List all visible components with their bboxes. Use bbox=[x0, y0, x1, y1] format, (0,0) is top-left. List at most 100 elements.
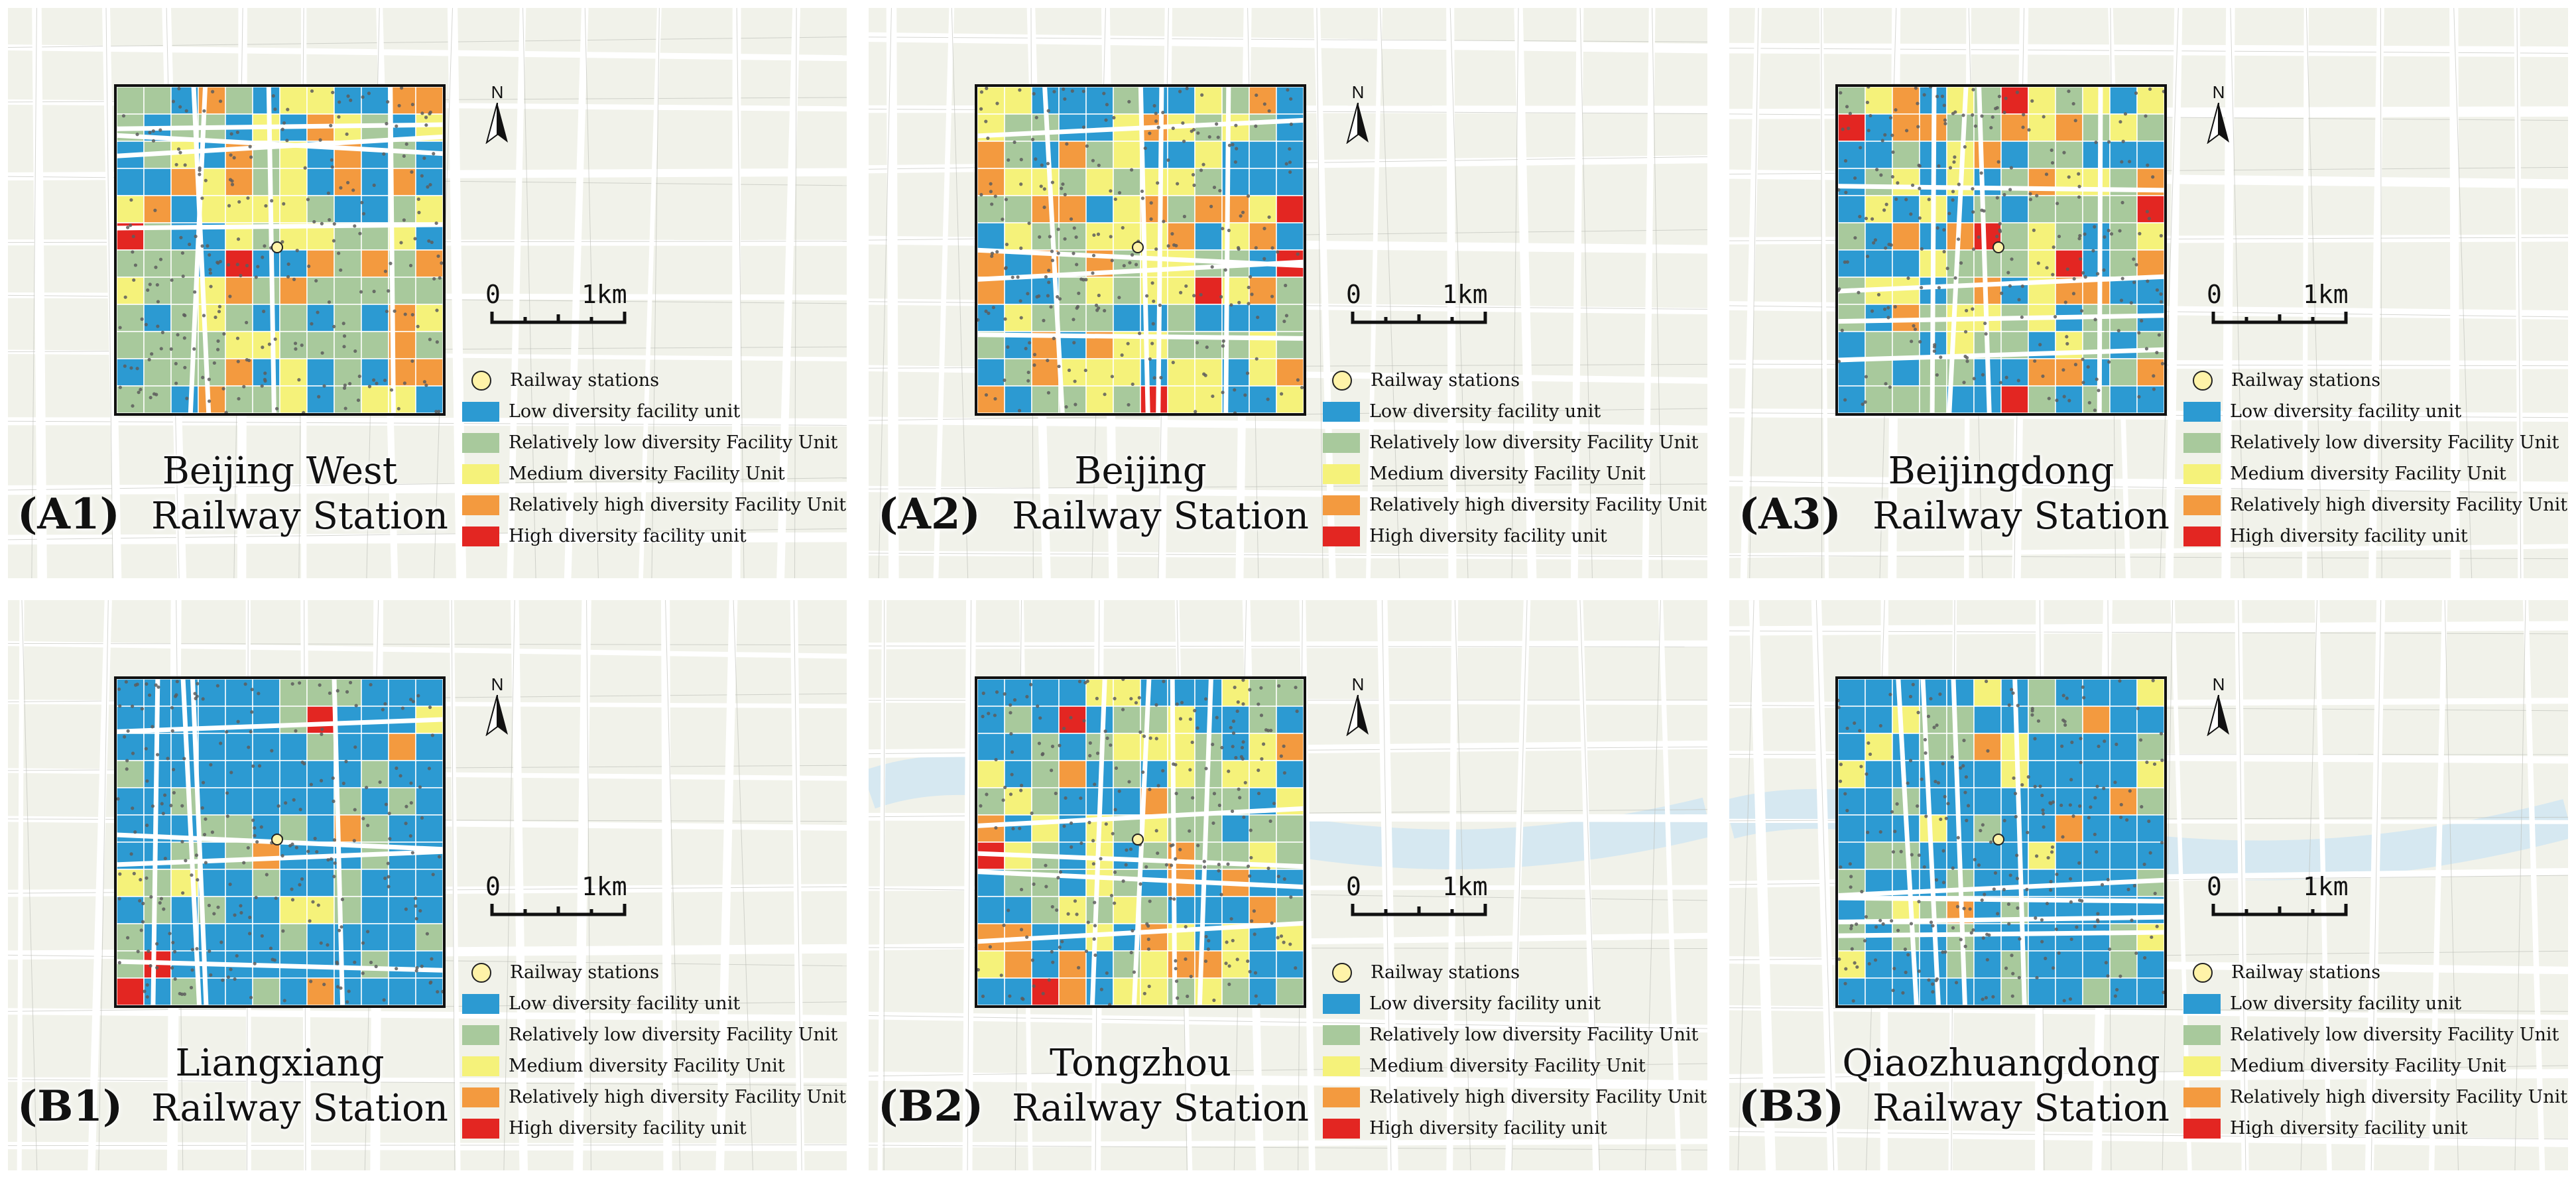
facility-point bbox=[1913, 327, 1918, 332]
facility-point bbox=[986, 136, 990, 141]
facility-point bbox=[1162, 680, 1166, 684]
facility-point bbox=[2006, 902, 2011, 906]
facility-point bbox=[1154, 119, 1158, 123]
facility-point bbox=[178, 105, 182, 109]
facility-point bbox=[1225, 940, 1229, 944]
facility-point bbox=[1935, 977, 1939, 981]
facility-point bbox=[402, 381, 406, 385]
grid-cell bbox=[1249, 222, 1277, 251]
facility-point bbox=[1890, 174, 1894, 179]
grid-cell bbox=[2028, 760, 2056, 788]
facility-point bbox=[1007, 158, 1011, 162]
facility-point bbox=[1863, 400, 1867, 404]
grid-cell bbox=[388, 950, 416, 979]
legend-item-station: Railway stations bbox=[462, 365, 847, 396]
facility-point bbox=[1950, 755, 1954, 759]
grid-cell bbox=[1004, 304, 1032, 332]
facility-point bbox=[2055, 202, 2059, 206]
facility-point bbox=[387, 885, 391, 889]
facility-point bbox=[1026, 292, 1030, 296]
grid-cell bbox=[1276, 277, 1304, 305]
facility-point bbox=[342, 386, 347, 390]
legend-swatch bbox=[462, 401, 499, 422]
facility-point bbox=[411, 700, 415, 704]
facility-point bbox=[221, 387, 225, 391]
grid-cell bbox=[2055, 358, 2083, 387]
grid-cell bbox=[279, 706, 308, 734]
grid-cell bbox=[1167, 385, 1196, 413]
facility-point bbox=[2155, 351, 2159, 355]
facility-point bbox=[2041, 808, 2045, 812]
facility-point bbox=[414, 916, 418, 921]
scale-label-zero: 0 bbox=[1346, 280, 1361, 309]
grid-cell bbox=[1892, 249, 1920, 278]
facility-point bbox=[1865, 100, 1869, 105]
facility-point bbox=[354, 704, 358, 708]
facility-point bbox=[1939, 355, 1943, 359]
grid-cell bbox=[1276, 141, 1304, 169]
facility-point bbox=[2061, 694, 2065, 698]
facility-point bbox=[1956, 237, 1961, 241]
facility-point bbox=[1149, 201, 1153, 205]
facility-point bbox=[1237, 247, 1241, 251]
station-symbol-icon bbox=[2193, 962, 2213, 983]
facility-point bbox=[1195, 341, 1199, 345]
facility-point bbox=[2016, 379, 2020, 383]
grid-cell bbox=[1892, 385, 1920, 413]
facility-point bbox=[140, 317, 144, 321]
panel-label: (B3) bbox=[1739, 1082, 1845, 1131]
facility-point bbox=[1246, 959, 1250, 963]
facility-point bbox=[1143, 146, 1147, 151]
grid-cell bbox=[1249, 141, 1277, 169]
facility-point bbox=[1091, 862, 1095, 866]
facility-point bbox=[229, 771, 233, 775]
grid-cell bbox=[1085, 87, 1114, 115]
facility-point bbox=[1233, 411, 1237, 413]
facility-point bbox=[1254, 246, 1258, 250]
facility-point bbox=[2020, 315, 2024, 319]
grid-cell bbox=[279, 168, 308, 196]
facility-point bbox=[424, 115, 428, 119]
facility-point bbox=[322, 384, 326, 388]
facility-point bbox=[2113, 994, 2117, 998]
facility-point bbox=[1069, 821, 1073, 825]
facility-point bbox=[123, 295, 127, 299]
facility-point bbox=[1860, 890, 1864, 894]
station-title: Tongzhou Railway Station bbox=[955, 1041, 1326, 1131]
facility-point bbox=[2106, 974, 2110, 978]
facility-point bbox=[993, 397, 997, 401]
grid-cell bbox=[1004, 385, 1032, 413]
facility-point bbox=[1184, 957, 1188, 961]
grid-cell bbox=[1031, 141, 1060, 169]
facility-point bbox=[327, 300, 332, 304]
facility-point bbox=[2007, 703, 2011, 707]
legend-item-rel-high: Relatively high diversity Facility Unit bbox=[1323, 1082, 1707, 1113]
scale-label-zero: 0 bbox=[2207, 280, 2222, 309]
facility-point bbox=[286, 262, 290, 266]
grid-cell bbox=[1113, 869, 1141, 897]
facility-point bbox=[1246, 194, 1251, 198]
facility-point bbox=[1249, 275, 1253, 279]
facility-point bbox=[2093, 832, 2097, 836]
facility-point bbox=[160, 330, 164, 334]
facility-point bbox=[1944, 816, 1948, 820]
scale-label-one: 1km bbox=[1442, 280, 1488, 309]
facility-point bbox=[1019, 246, 1023, 250]
grid-cell bbox=[1194, 222, 1223, 251]
grid-cell bbox=[2055, 113, 2083, 142]
facility-point bbox=[1070, 845, 1073, 849]
facility-point bbox=[1093, 900, 1097, 904]
facility-point bbox=[243, 682, 247, 686]
facility-point bbox=[1894, 108, 1898, 112]
grid-cell bbox=[415, 385, 443, 413]
facility-point bbox=[2063, 300, 2067, 304]
legend-item-rel-high: Relatively high diversity Facility Unit bbox=[2183, 489, 2568, 521]
facility-point bbox=[361, 941, 365, 945]
scale-bar: 0 1km bbox=[2207, 280, 2359, 326]
facility-point bbox=[326, 943, 330, 947]
facility-point bbox=[2108, 947, 2112, 952]
legend: Railway stations Low diversity facility … bbox=[1323, 365, 1707, 552]
facility-point bbox=[341, 781, 345, 785]
facility-point bbox=[1932, 725, 1936, 729]
facility-point bbox=[1005, 243, 1009, 247]
